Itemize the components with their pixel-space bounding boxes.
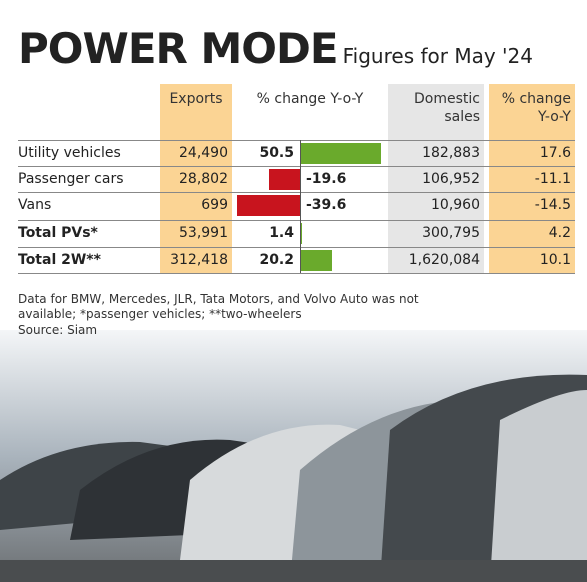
row-divider xyxy=(18,273,575,274)
yoy-value: 20.2 xyxy=(236,247,294,273)
row-label: Utility vehicles xyxy=(18,140,121,166)
yoy-bar xyxy=(300,250,332,271)
source: Source: Siam xyxy=(18,323,97,338)
yoy-value: -39.6 xyxy=(306,192,346,218)
domestic-yoy: 4.2 xyxy=(489,220,571,246)
column-header: Exports xyxy=(160,90,232,108)
row-label: Total 2W** xyxy=(18,247,101,273)
domestic: 10,960 xyxy=(388,192,480,218)
domestic-yoy: -14.5 xyxy=(489,192,571,218)
yoy-axis xyxy=(300,140,301,273)
row-label: Vans xyxy=(18,192,51,218)
exports: 53,991 xyxy=(160,220,228,246)
domestic: 300,795 xyxy=(388,220,480,246)
exports: 24,490 xyxy=(160,140,228,166)
yoy-bar xyxy=(237,195,300,216)
exports: 699 xyxy=(160,192,228,218)
domestic-yoy: -11.1 xyxy=(489,166,571,192)
yoy-value: 50.5 xyxy=(236,140,294,166)
yoy-bar xyxy=(300,143,381,164)
column-header: % change Y-o-Y xyxy=(489,90,571,126)
row-label: Total PVs* xyxy=(18,220,98,246)
yoy-bar xyxy=(269,169,300,190)
yoy-value: -19.6 xyxy=(306,166,346,192)
domestic-yoy: 17.6 xyxy=(489,140,571,166)
car-photo xyxy=(0,330,587,582)
column-header: Domestic sales xyxy=(388,90,480,126)
yoy-value: 1.4 xyxy=(236,220,294,246)
domestic: 106,952 xyxy=(388,166,480,192)
domestic: 1,620,084 xyxy=(388,247,480,273)
exports: 312,418 xyxy=(160,247,228,273)
column-header: % change Y-o-Y xyxy=(236,90,384,108)
domestic: 182,883 xyxy=(388,140,480,166)
domestic-yoy: 10.1 xyxy=(489,247,571,273)
exports: 28,802 xyxy=(160,166,228,192)
page: POWER MODE Figures for May '24 Exports% … xyxy=(0,0,587,582)
footnote: Data for BMW, Mercedes, JLR, Tata Motors… xyxy=(18,292,448,322)
row-label: Passenger cars xyxy=(18,166,124,192)
